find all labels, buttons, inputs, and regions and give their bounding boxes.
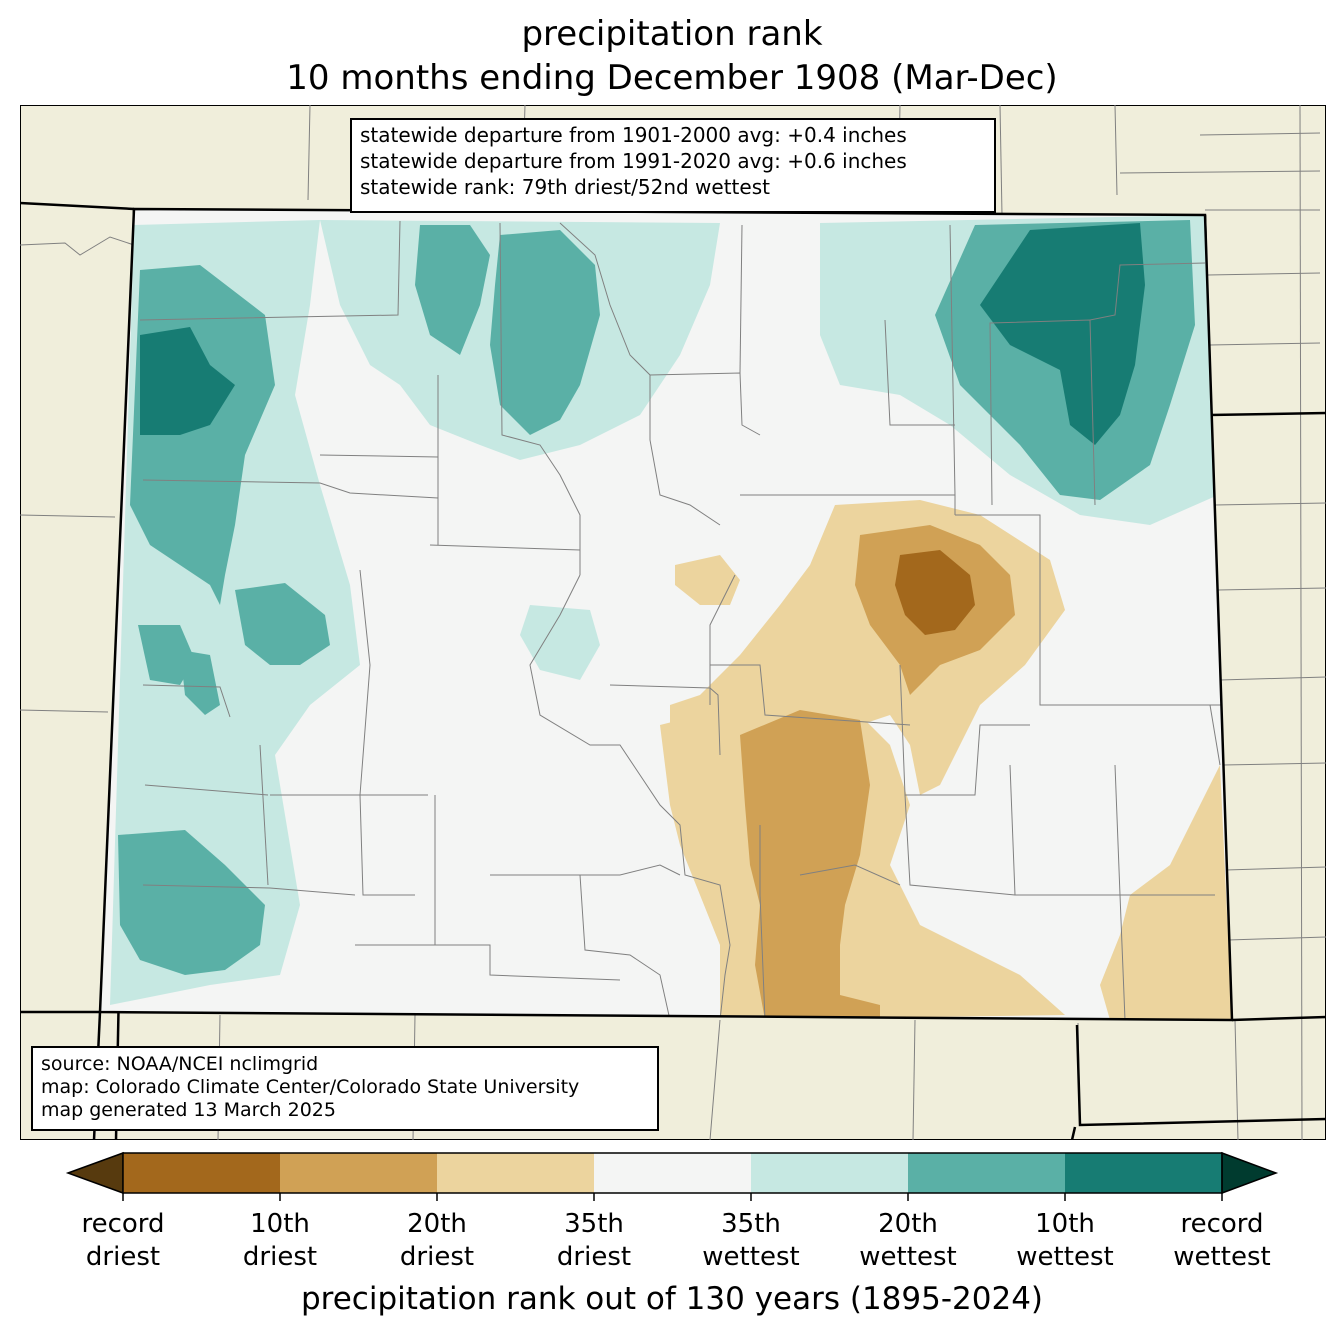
stats-departure-1901-2000: statewide departure from 1901-2000 avg: … [360,123,907,147]
map-subtitle: 10 months ending December 1908 (Mar-Dec) [286,58,1058,98]
colorbar-extend-wet [1221,1151,1279,1195]
colorbar-extend-dry [65,1151,124,1195]
colorbar-10th-wettest [908,1153,1065,1193]
colorbar [65,1151,1279,1201]
map-title: precipitation rank [521,14,823,54]
source-box: source: NOAA/NCEI nclimgrid map: Colorad… [31,1046,659,1131]
tick-35th-driest: 35th driest [556,1209,632,1272]
tick-20th-wettest: 20th wettest [859,1209,957,1272]
tick-35th-wettest: 35th wettest [702,1209,800,1272]
stats-statewide-rank: statewide rank: 79th driest/52nd wettest [360,175,770,199]
stats-departure-1991-2020: statewide departure from 1991-2020 avg: … [360,149,907,173]
colorbar-record-driest [123,1153,280,1193]
colorbar-record-wettest [1065,1153,1222,1193]
colorbar-label: precipitation rank out of 130 years (189… [300,1281,1044,1317]
colorbar-20th-driest [437,1153,594,1193]
colorbar-20th-wettest [751,1153,908,1193]
tick-record-driest: record driest [81,1209,165,1272]
generated-date-line: map generated 13 March 2025 [41,1099,336,1121]
tick-10th-wettest: 10th wettest [1016,1209,1114,1272]
colorado-boundary [98,207,1234,1022]
statewide-stats-box: statewide departure from 1901-2000 avg: … [350,118,996,213]
map-credit-line: map: Colorado Climate Center/Colorado St… [41,1076,580,1098]
colorbar-10th-driest [280,1153,437,1193]
tick-10th-driest: 10th driest [242,1209,318,1272]
colorbar-near-normal [594,1153,751,1193]
tick-20th-driest: 20th driest [399,1209,475,1272]
precipitation-rank-map [20,105,1326,1140]
colorado-rank-field [100,209,1232,1020]
tick-record-wettest: record wettest [1173,1209,1271,1272]
source-line: source: NOAA/NCEI nclimgrid [41,1053,319,1075]
